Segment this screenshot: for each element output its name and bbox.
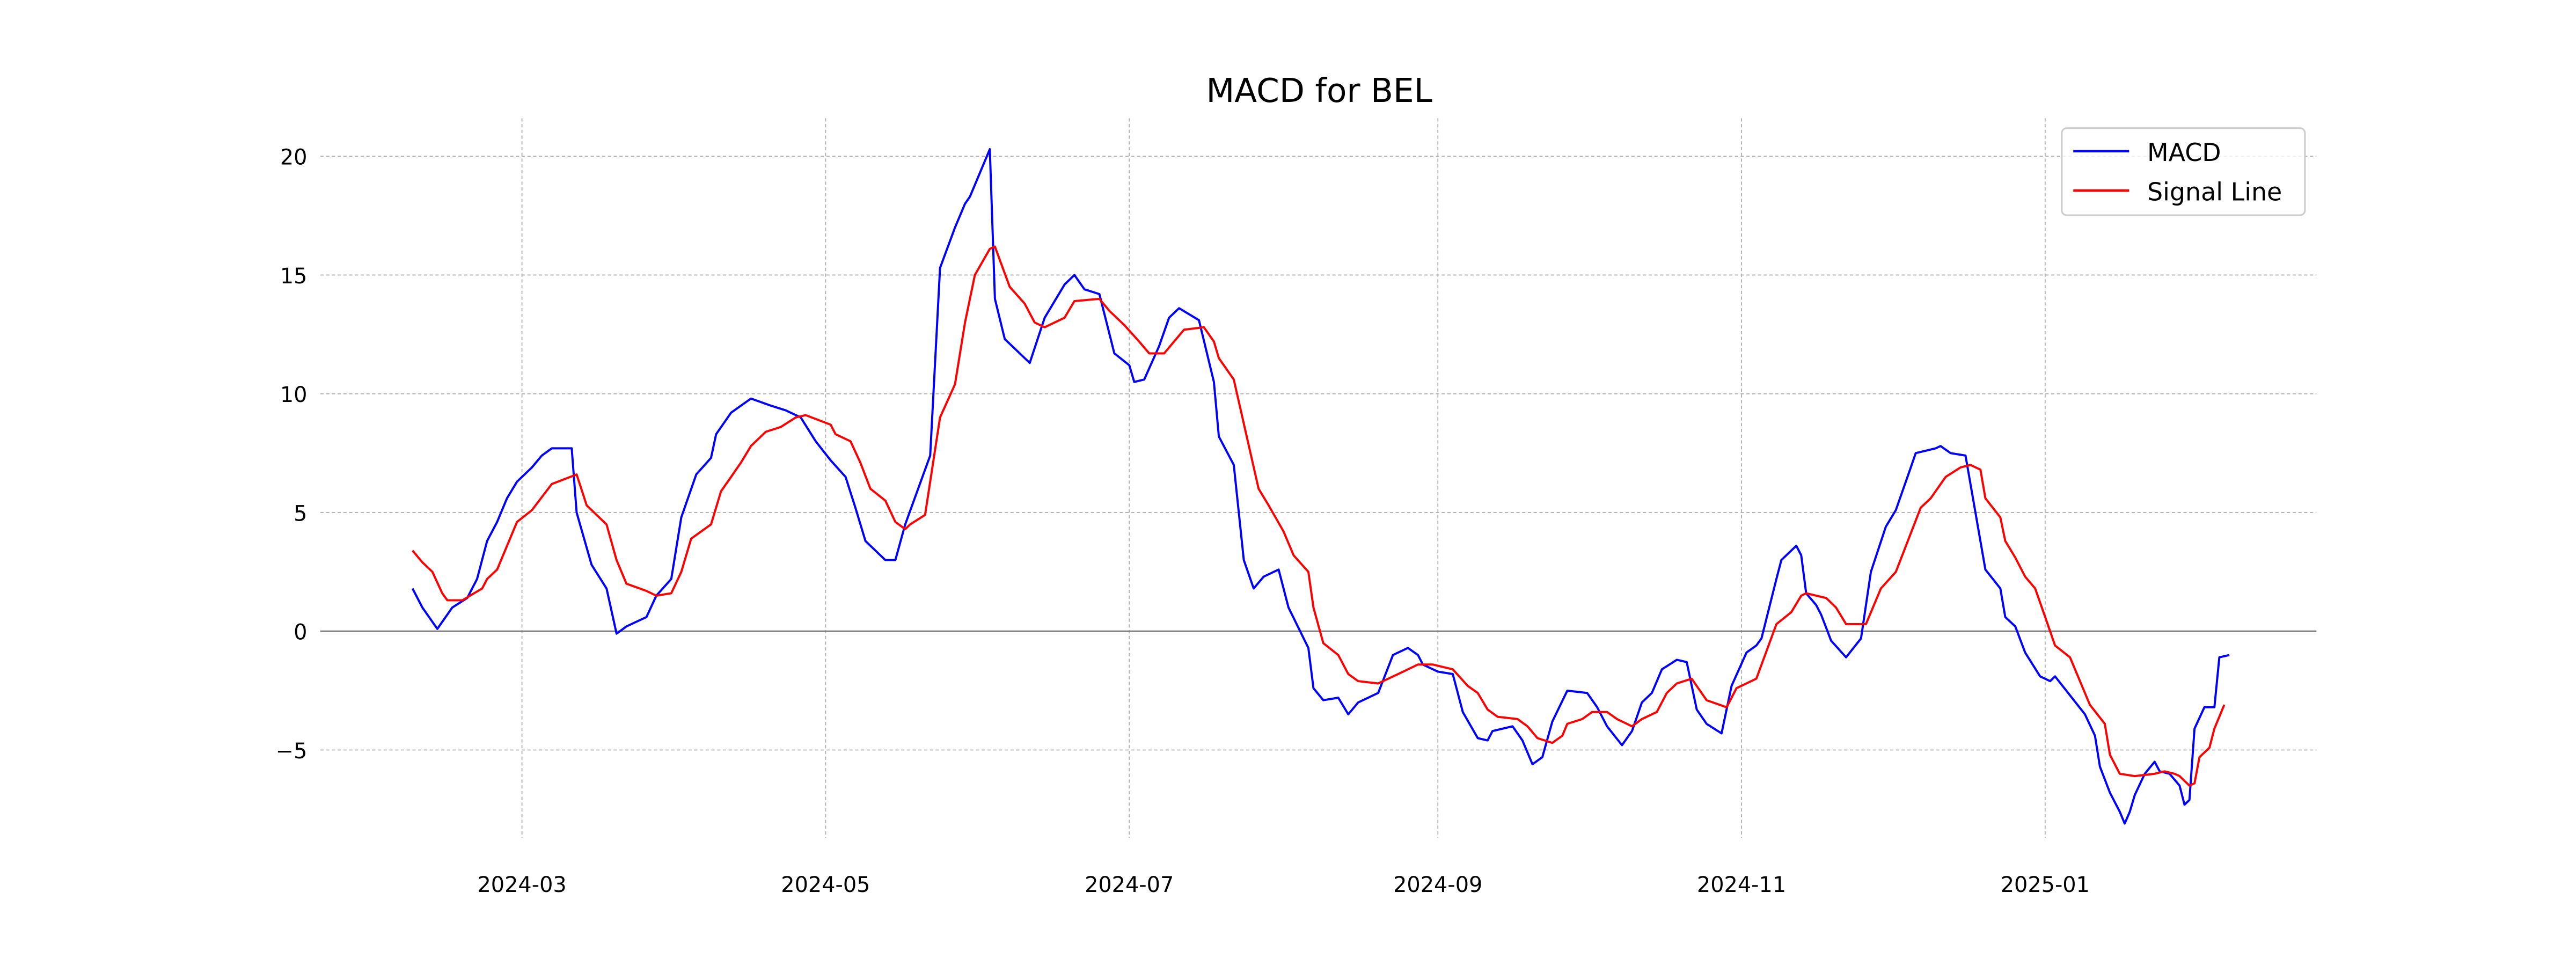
x-tick-label: 2025-01: [2001, 873, 2090, 897]
y-tick-label: 20: [280, 145, 308, 170]
x-tick-label: 2024-11: [1697, 873, 1786, 897]
macd-line: [411, 148, 2230, 825]
x-tick-label: 2024-03: [477, 873, 566, 897]
grid: [320, 118, 2317, 838]
axis-ticks: 2024-03 2024-05 2024-07 2024-09 2024-11 2025-…: [276, 145, 2090, 898]
y-tick-label: −5: [276, 739, 308, 764]
legend-label-signal: Signal Line: [2147, 177, 2282, 206]
y-tick-label: 10: [280, 383, 308, 407]
legend-label-macd: MACD: [2147, 138, 2221, 167]
series: [411, 148, 2230, 825]
y-tick-label: 0: [294, 620, 307, 645]
y-tick-label: 5: [294, 501, 307, 526]
legend: MACD Signal Line: [2061, 127, 2306, 216]
x-tick-label: 2024-07: [1085, 873, 1174, 897]
signal-line: [412, 245, 2226, 787]
chart-title: MACD for BEL: [1206, 72, 1432, 110]
x-tick-label: 2024-05: [781, 873, 870, 897]
y-tick-label: 15: [280, 264, 308, 289]
x-tick-label: 2024-09: [1393, 873, 1482, 897]
